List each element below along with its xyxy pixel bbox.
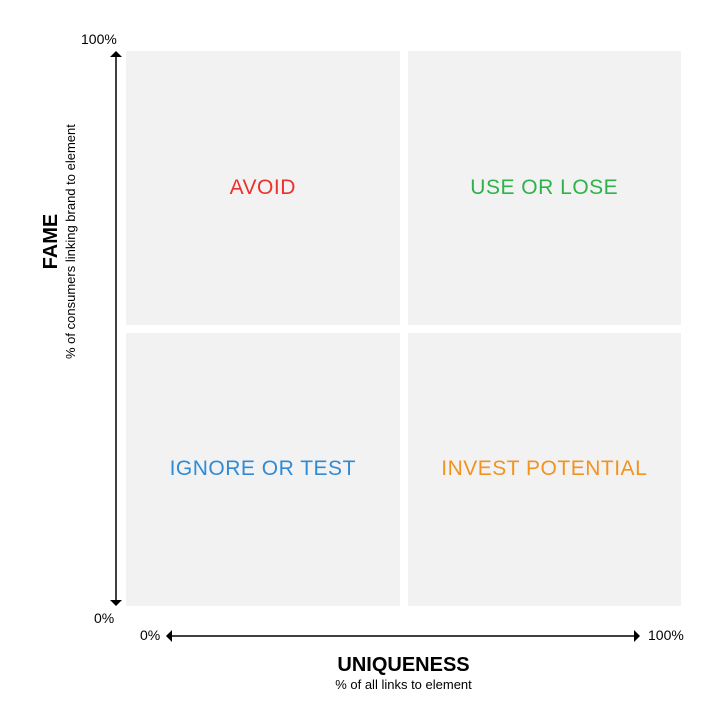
x-axis-subtitle: % of all links to element — [335, 677, 472, 692]
quadrant-bottom-right: INVEST POTENTIAL — [408, 333, 682, 607]
quadrant-diagram: AVOID USE OR LOSE IGNORE OR TEST INVEST … — [0, 0, 721, 720]
y-axis-tick-min: 0% — [94, 610, 114, 626]
y-axis-title: FAME — [40, 213, 63, 269]
quadrant-label: USE OR LOSE — [470, 176, 618, 200]
x-axis-arrow — [166, 630, 640, 642]
y-axis-tick-max: 100% — [81, 31, 117, 47]
quadrant-bottom-left: IGNORE OR TEST — [126, 333, 400, 607]
quadrant-top-left: AVOID — [126, 51, 400, 325]
quadrant-label: IGNORE OR TEST — [170, 457, 356, 481]
x-axis-tick-max: 100% — [648, 627, 684, 643]
quadrant-grid: AVOID USE OR LOSE IGNORE OR TEST INVEST … — [126, 51, 681, 606]
x-axis-title-group: UNIQUENESS % of all links to element — [264, 654, 544, 692]
y-axis-title-group: FAME % of consumers linking brand to ele… — [40, 124, 78, 359]
y-axis-arrow — [110, 51, 122, 606]
quadrant-label: AVOID — [230, 176, 296, 200]
y-axis-subtitle: % of consumers linking brand to element — [63, 124, 78, 359]
x-axis-tick-min: 0% — [140, 627, 160, 643]
x-axis-title: UNIQUENESS — [337, 654, 469, 677]
quadrant-label: INVEST POTENTIAL — [441, 457, 647, 481]
quadrant-top-right: USE OR LOSE — [408, 51, 682, 325]
